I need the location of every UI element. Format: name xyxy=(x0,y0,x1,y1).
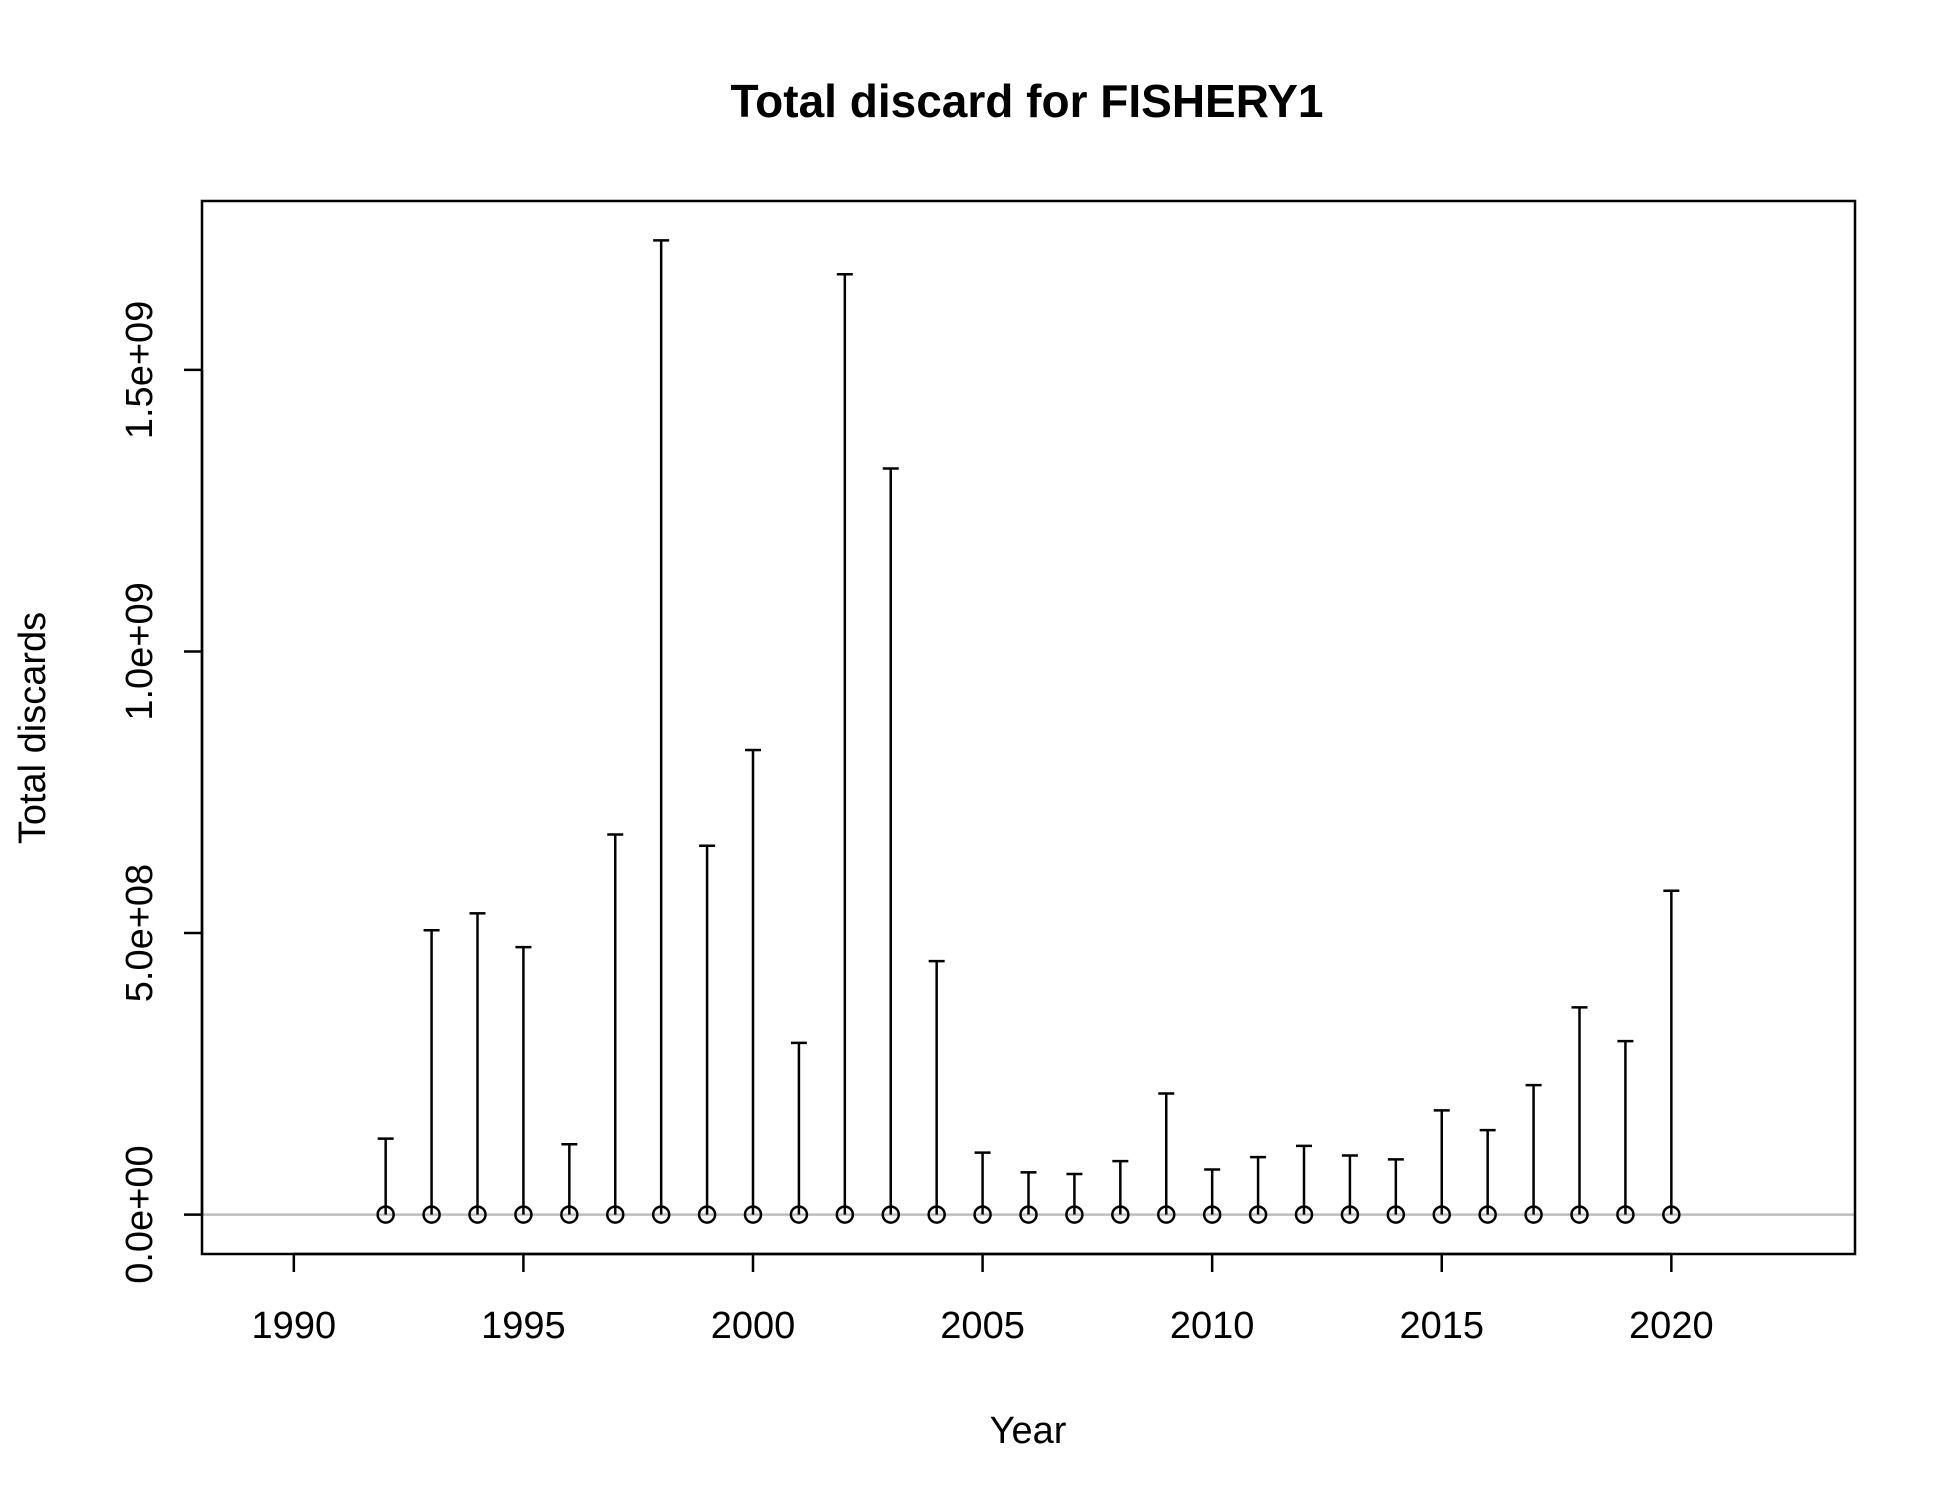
data-point-2018 xyxy=(1570,1006,1589,1224)
data-point-1999 xyxy=(697,844,717,1224)
point-marker xyxy=(651,1205,671,1224)
data-point-2012 xyxy=(1294,1144,1314,1224)
point-marker xyxy=(1386,1205,1406,1224)
data-point-2000 xyxy=(743,748,763,1224)
data-point-2010 xyxy=(1202,1168,1222,1224)
y-axis: 0.0e+00 5.0e+08 1.0e+09 1.5e+09 xyxy=(119,301,204,1284)
y-tick-label: 1.0e+09 xyxy=(119,582,161,720)
x-tick-label: 2020 xyxy=(1629,1305,1714,1347)
point-marker xyxy=(1065,1205,1084,1224)
y-tick-label: 1.5e+09 xyxy=(119,301,161,439)
point-marker xyxy=(1616,1205,1635,1224)
point-marker xyxy=(560,1205,579,1224)
chart-title: Total discard for FISHERY1 xyxy=(731,75,1324,127)
data-point-2003 xyxy=(881,467,900,1224)
point-marker xyxy=(835,1205,855,1224)
x-tick-label: 2015 xyxy=(1399,1305,1484,1347)
data-point-2019 xyxy=(1616,1039,1635,1224)
y-axis-label: Total discards xyxy=(12,612,54,844)
point-marker xyxy=(468,1205,487,1224)
point-marker xyxy=(973,1205,992,1224)
data-point-2016 xyxy=(1478,1128,1497,1224)
x-tick-label: 1995 xyxy=(481,1305,566,1347)
point-marker xyxy=(789,1205,809,1224)
data-point-1998 xyxy=(651,239,671,1224)
data-point-1997 xyxy=(606,833,625,1224)
point-marker xyxy=(927,1205,946,1224)
point-marker xyxy=(1248,1205,1268,1224)
point-marker xyxy=(1662,1205,1681,1224)
x-tick-label: 2000 xyxy=(711,1305,796,1347)
x-axis: 1990 1995 2000 2005 2010 2015 2020 xyxy=(252,1252,1714,1347)
point-marker xyxy=(1157,1205,1176,1224)
plot-frame xyxy=(200,199,1857,1256)
data-point-2005 xyxy=(973,1151,992,1224)
y-tick-label: 0.0e+00 xyxy=(119,1145,161,1283)
point-marker xyxy=(1111,1205,1130,1224)
y-tick-label: 5.0e+08 xyxy=(119,864,161,1002)
data-point-2002 xyxy=(835,272,855,1224)
point-marker xyxy=(1019,1205,1038,1224)
plot-area xyxy=(202,239,1855,1224)
point-marker xyxy=(1202,1205,1222,1224)
point-marker xyxy=(1340,1205,1360,1224)
point-marker xyxy=(1478,1205,1497,1224)
point-marker xyxy=(1294,1205,1314,1224)
data-point-1995 xyxy=(514,945,533,1224)
point-marker xyxy=(1524,1205,1543,1224)
data-point-2009 xyxy=(1157,1092,1176,1224)
point-marker xyxy=(1432,1205,1451,1224)
x-tick-label: 2010 xyxy=(1170,1305,1255,1347)
data-point-2020 xyxy=(1662,889,1681,1224)
data-point-2013 xyxy=(1340,1154,1360,1224)
data-point-2017 xyxy=(1524,1083,1543,1224)
point-marker xyxy=(743,1205,763,1224)
x-tick-label: 1990 xyxy=(252,1305,337,1347)
x-axis-label: Year xyxy=(990,1410,1067,1452)
data-point-2001 xyxy=(789,1041,809,1224)
point-marker xyxy=(514,1205,533,1224)
data-point-2008 xyxy=(1111,1159,1130,1224)
data-point-2015 xyxy=(1432,1109,1451,1224)
data-point-1994 xyxy=(468,912,487,1224)
point-marker xyxy=(1570,1205,1589,1224)
point-marker xyxy=(376,1205,395,1224)
point-marker xyxy=(881,1205,900,1224)
point-marker xyxy=(606,1205,625,1224)
data-point-2006 xyxy=(1019,1171,1038,1224)
point-marker xyxy=(697,1205,717,1224)
data-point-1993 xyxy=(422,928,441,1224)
data-point-1996 xyxy=(560,1142,579,1224)
data-point-2004 xyxy=(927,959,946,1224)
point-marker xyxy=(422,1205,441,1224)
data-point-2011 xyxy=(1248,1155,1268,1224)
data-point-2014 xyxy=(1386,1158,1406,1224)
data-point-2007 xyxy=(1065,1172,1084,1224)
data-point-1992 xyxy=(376,1137,395,1224)
x-tick-label: 2005 xyxy=(940,1305,1025,1347)
